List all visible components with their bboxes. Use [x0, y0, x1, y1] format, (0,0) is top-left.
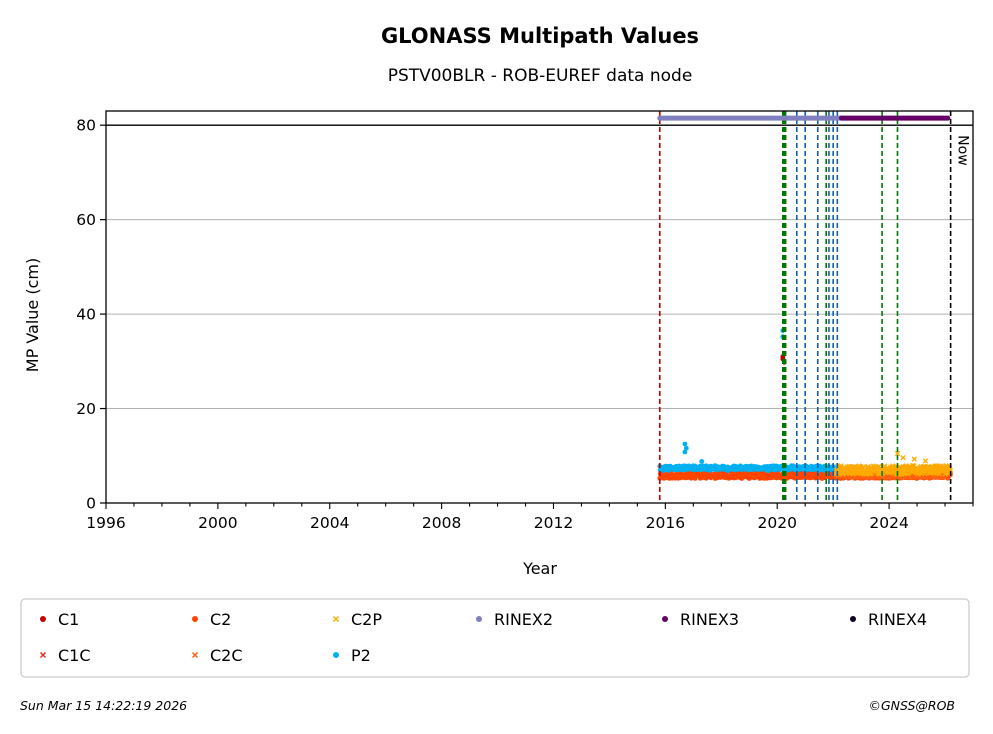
- y-tick-label: 40: [76, 306, 96, 324]
- legend-marker: [192, 616, 198, 622]
- legend-marker: [191, 651, 199, 659]
- x-tick-label: 2008: [422, 514, 461, 532]
- legend-label: C2C: [210, 646, 243, 665]
- chart-title: GLONASS Multipath Values: [381, 24, 699, 48]
- x-tick-label: 1996: [86, 514, 125, 532]
- legend-marker: [662, 616, 668, 622]
- y-tick-label: 60: [76, 211, 96, 229]
- x-tick-label: 2004: [310, 514, 349, 532]
- x-tick-label: 2000: [198, 514, 237, 532]
- legend-label: C1: [58, 610, 79, 629]
- legend-label: RINEX4: [868, 610, 927, 629]
- legend-marker: [476, 616, 482, 622]
- y-tick-label: 80: [76, 117, 96, 135]
- legend-marker: [333, 652, 339, 658]
- legend-label: RINEX2: [494, 610, 553, 629]
- data-point-p2: [682, 449, 688, 455]
- legend-label: RINEX3: [680, 610, 739, 629]
- data-point-c2p: [947, 467, 953, 473]
- y-axis-label: MP Value (cm): [23, 258, 42, 372]
- legend-label: P2: [351, 646, 371, 665]
- legend-label: C1C: [58, 646, 91, 665]
- data-point-c2p: [911, 456, 917, 462]
- legend-label: C2P: [351, 610, 382, 629]
- footer-timestamp: Sun Mar 15 14:22:19 2026: [20, 698, 187, 713]
- legend-marker: [332, 615, 340, 623]
- data-point-c2p: [922, 458, 929, 464]
- legend-marker: [40, 616, 46, 622]
- plot-area: Now 0 20 40 60 80 1996 2000 2004 2008 2012 2016 2020…: [76, 110, 974, 532]
- x-axis-label: Year: [522, 559, 557, 578]
- data-point-p2: [682, 441, 688, 447]
- legend: C1 C2 C2P RINEX2 RINEX3 RINEX4 C1C C2C P2: [20, 598, 970, 678]
- x-tick-label: 2012: [534, 514, 573, 532]
- chart-subtitle: PSTV00BLR - ROB-EUREF data node: [388, 66, 693, 86]
- data-point-p2: [683, 445, 689, 451]
- legend-marker: [39, 651, 47, 659]
- x-tick-label: 2016: [646, 514, 685, 532]
- y-tick-label: 20: [76, 400, 96, 418]
- legend-label: C2: [210, 610, 231, 629]
- data-point-p2: [699, 459, 705, 464]
- y-tick-label: 0: [86, 495, 96, 513]
- legend-marker: [850, 616, 856, 622]
- x-tick-label: 2020: [757, 514, 796, 532]
- legend-box: [20, 598, 970, 678]
- footer-copyright: ©GNSS@ROB: [868, 698, 955, 713]
- data-point-c2p: [900, 454, 906, 461]
- data-point-c2p: [894, 450, 901, 457]
- now-label: Now: [955, 135, 971, 166]
- plot-frame: [105, 110, 974, 504]
- x-tick-label: 2024: [869, 514, 908, 532]
